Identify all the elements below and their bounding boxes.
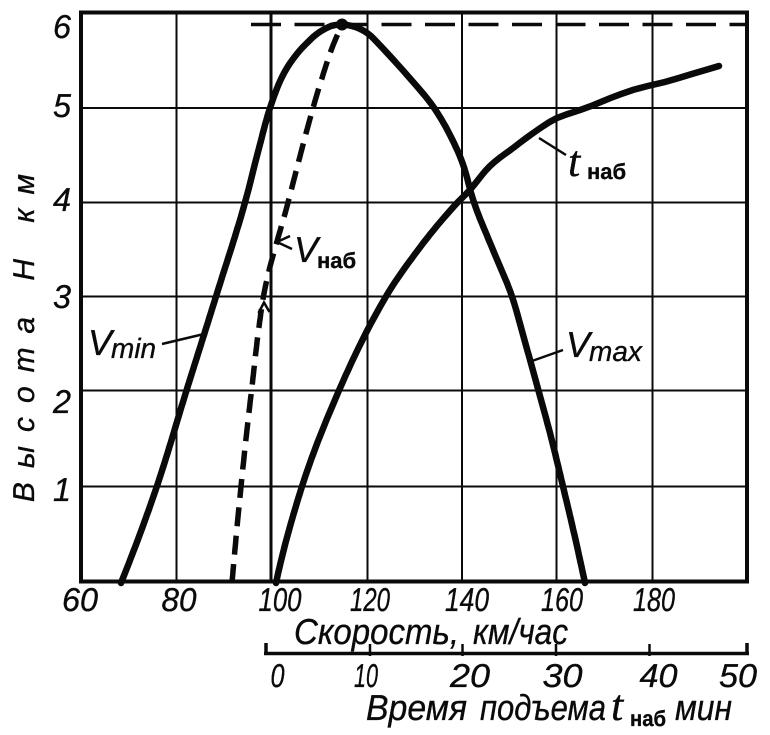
- svg-text:100: 100: [259, 581, 303, 618]
- svg-text:t: t: [568, 137, 582, 186]
- svg-text:4: 4: [53, 181, 71, 218]
- svg-text:80: 80: [162, 581, 198, 618]
- svg-text:2: 2: [52, 383, 71, 420]
- svg-text:140: 140: [445, 581, 490, 618]
- svg-text:V: V: [294, 229, 321, 270]
- svg-text:Время: Время: [366, 687, 467, 728]
- svg-text:3: 3: [53, 278, 72, 315]
- svg-text:Скорость,: Скорость,: [294, 611, 459, 652]
- svg-text:V: V: [566, 324, 593, 365]
- svg-text:20: 20: [449, 657, 491, 694]
- svg-text:160: 160: [541, 581, 583, 618]
- svg-text:0: 0: [271, 657, 285, 694]
- svg-text:мин: мин: [675, 687, 732, 728]
- svg-text:подъема: подъема: [480, 687, 606, 728]
- svg-text:наб: наб: [630, 706, 666, 731]
- svg-text:6: 6: [53, 8, 72, 45]
- svg-text:60: 60: [62, 581, 99, 618]
- svg-text:40: 40: [640, 657, 679, 694]
- svg-text:5: 5: [53, 87, 72, 124]
- svg-text:1: 1: [53, 471, 71, 508]
- svg-text:t: t: [611, 681, 625, 730]
- svg-text:50: 50: [719, 657, 758, 694]
- svg-text:км/час: км/час: [473, 611, 568, 652]
- svg-text:min: min: [111, 333, 156, 364]
- svg-text:Высота Н км: Высота Н км: [8, 160, 41, 502]
- svg-text:наб: наб: [587, 159, 626, 184]
- svg-text:max: max: [589, 336, 643, 367]
- svg-text:наб: наб: [317, 248, 356, 273]
- svg-text:30: 30: [543, 657, 584, 694]
- svg-text:V: V: [88, 322, 115, 363]
- svg-text:10: 10: [354, 657, 378, 694]
- svg-text:180: 180: [633, 581, 675, 618]
- svg-text:120: 120: [350, 581, 390, 618]
